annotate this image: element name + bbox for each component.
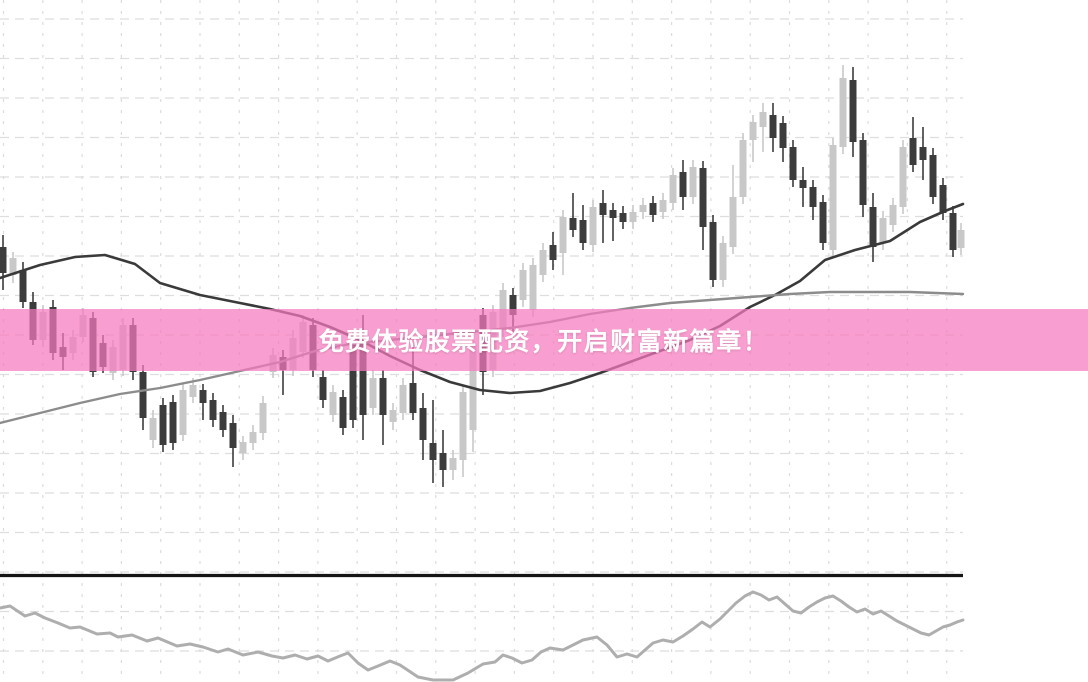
promo-banner-background xyxy=(0,309,1088,371)
promo-banner: 免费体验股票配资，开启财富新篇章！ xyxy=(0,309,1088,371)
promo-banner-text: 免费体验股票配资，开启财富新篇章！ xyxy=(318,328,770,356)
